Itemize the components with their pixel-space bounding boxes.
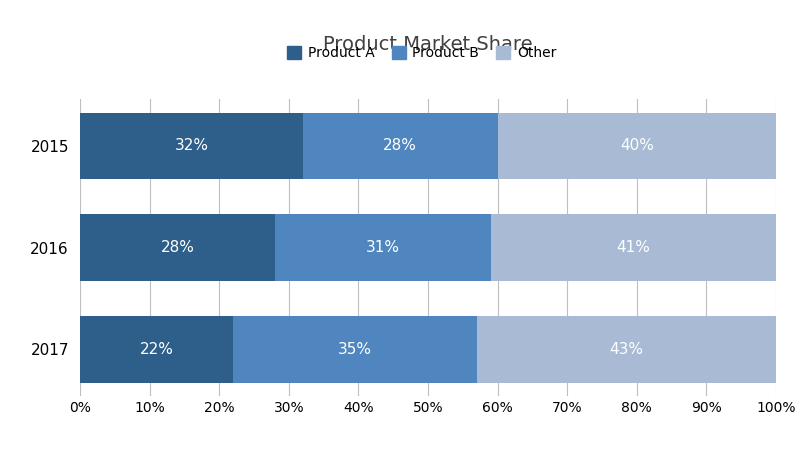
Bar (477, 316, 776, 382)
Text: 43%: 43% (610, 342, 643, 357)
Bar (275, 214, 490, 281)
Bar (498, 112, 776, 179)
Text: 22%: 22% (140, 342, 174, 357)
Text: 28%: 28% (161, 240, 194, 255)
Text: 40%: 40% (620, 138, 654, 153)
Title: Product Market Share: Product Market Share (323, 36, 533, 54)
Bar (80, 316, 233, 382)
Bar (80, 214, 275, 281)
Text: 31%: 31% (366, 240, 400, 255)
Text: 32%: 32% (174, 138, 208, 153)
Bar (302, 112, 498, 179)
Text: 35%: 35% (338, 342, 372, 357)
Text: 41%: 41% (616, 240, 650, 255)
Legend: Product A, Product B, Other: Product A, Product B, Other (282, 40, 562, 66)
Bar (80, 112, 302, 179)
Bar (490, 214, 776, 281)
Bar (233, 316, 477, 382)
Text: 28%: 28% (383, 138, 417, 153)
